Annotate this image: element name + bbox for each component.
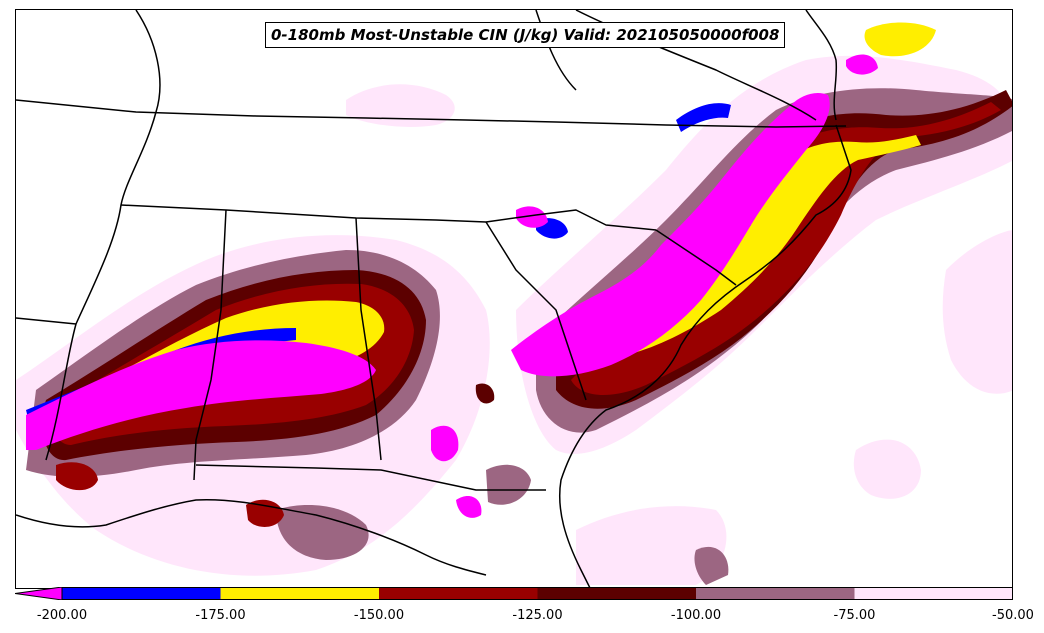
colorbar-tick-label: -50.00 [992,608,1034,623]
colorbar-tick-label: -100.00 [670,608,722,623]
colorbar-under-extension [15,587,63,600]
colorbar-tick-label: -150.00 [353,608,405,623]
colorbar-tick-label: -75.00 [833,608,876,623]
colorbar [15,587,1013,600]
colorbar-border [61,587,1013,600]
map-title: 0-180mb Most-Unstable CIN (J/kg) Valid: … [265,22,786,48]
colorbar-segment [854,587,1013,600]
cin-band-magenta [26,54,878,518]
colorbar-segment [62,587,221,600]
colorbar-segment [537,587,696,600]
colorbar-tick-label: -125.00 [512,608,563,623]
colorbar-tick-label: -175.00 [195,608,246,623]
map-panel: 0-180mb Most-Unstable CIN (J/kg) Valid: … [15,9,1013,589]
state-boundaries [16,10,852,588]
cin-map [16,10,1012,588]
colorbar-segment [696,587,855,600]
colorbar-segment [220,587,379,600]
colorbar-tick-label: -200.00 [36,608,88,623]
colorbar-segment [379,587,538,600]
